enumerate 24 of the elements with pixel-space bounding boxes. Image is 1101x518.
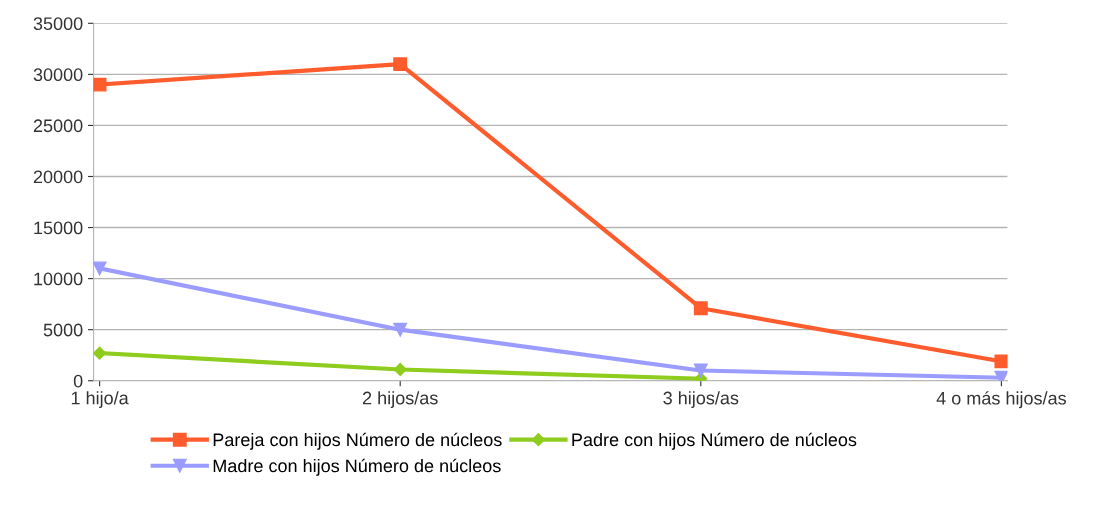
point [93,77,107,92]
legend-label: Padre con hijos Número de núcleos [572,432,857,450]
point [693,363,708,378]
x-tick-label: 2 hijos/as [362,391,438,408]
point [93,261,107,276]
point [393,322,408,337]
y-tick-label: 20000 [33,170,83,184]
y-tick-label: 15000 [34,221,83,235]
legend-label: Madre con hijos Número de núcleos [213,458,501,476]
y-tick-label: 0 [73,374,83,388]
x-tick-label: 3 hijos/as [663,391,739,408]
point [93,346,107,360]
y-tick-label: 30000 [33,68,83,82]
y-tick-label: 5000 [43,323,83,337]
y-tick-label: 25000 [33,119,83,133]
x-tick-label: 4 o más hijos/as [936,391,1066,409]
point [693,301,708,316]
point [994,354,1008,369]
x-tick-label: 1 hijo/a [71,391,129,408]
point [393,362,407,377]
y-tick-label: 35000 [33,17,83,31]
legend-label: Pareja con hijos Número de núcleos [213,432,502,450]
y-tick-label: 10000 [34,272,83,286]
point [393,57,408,72]
